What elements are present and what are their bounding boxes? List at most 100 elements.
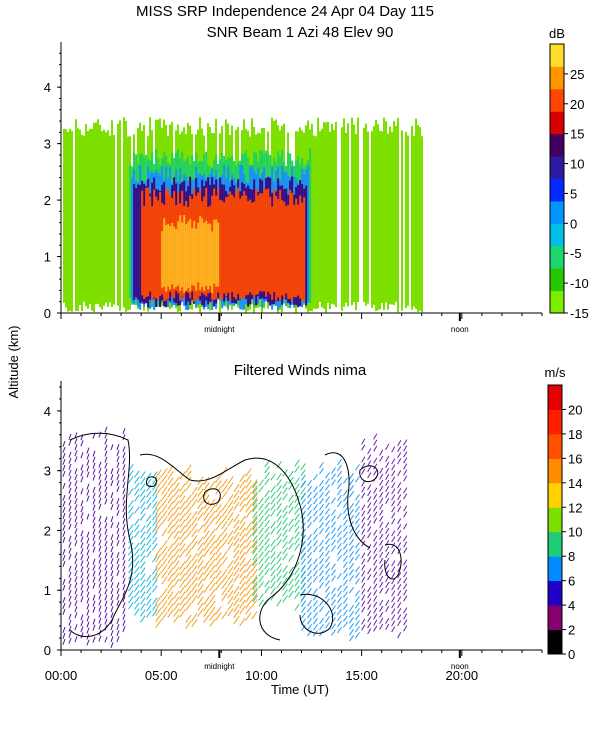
wind-barb — [68, 535, 72, 542]
wind-barb — [373, 517, 378, 524]
wind-barb — [122, 464, 126, 471]
wind-barb — [191, 510, 198, 520]
wind-barb — [140, 483, 146, 491]
wind-barb — [197, 488, 204, 497]
colorbar-swatch — [548, 580, 562, 606]
wind-barb — [110, 546, 114, 553]
wind-barb — [209, 606, 216, 616]
wind-barb — [282, 583, 288, 591]
wind-barb — [215, 570, 222, 579]
wind-barb — [288, 476, 294, 484]
wind-barb — [140, 567, 146, 575]
wind-barb — [349, 629, 354, 636]
wind-barb — [203, 482, 210, 491]
wind-barb — [245, 558, 252, 567]
wind-barb — [227, 500, 234, 509]
wind-barb — [282, 505, 288, 513]
wind-barb — [379, 557, 384, 564]
wind-barb — [294, 465, 300, 473]
wind-barb — [361, 558, 366, 565]
wind-barb — [134, 482, 140, 490]
wind-barb — [227, 608, 234, 617]
wind-barb — [245, 474, 252, 483]
snr-cell--10 — [383, 117, 385, 310]
wind-barb — [68, 451, 72, 458]
wind-barb — [62, 440, 66, 447]
wind-barb — [403, 463, 408, 470]
wind-barb — [245, 492, 252, 501]
wind-barb — [403, 439, 408, 446]
snr-cell-15 — [285, 205, 288, 294]
wind-barb — [116, 534, 120, 541]
wind-barb — [179, 489, 186, 498]
wind-barb — [379, 533, 384, 540]
wind-barb — [221, 466, 228, 476]
wind-barb — [252, 534, 258, 543]
wind-barb — [319, 563, 324, 571]
wind-barb — [104, 546, 108, 553]
wind-barb — [122, 506, 126, 513]
wind-barb — [239, 521, 246, 531]
wind-barb — [155, 595, 162, 604]
snr-cell-20 — [163, 218, 166, 287]
wind-barb — [403, 559, 408, 566]
winds-day-markers: midnight noon — [204, 650, 469, 671]
snr-cell--10 — [329, 131, 331, 310]
wind-barb — [331, 623, 336, 630]
wind-barb — [191, 594, 198, 604]
wind-barb — [161, 486, 168, 495]
wind-barb — [391, 512, 396, 519]
wind-barb — [367, 586, 372, 593]
wind-barb — [179, 507, 186, 516]
wind-barb — [209, 594, 216, 604]
wind-barb — [258, 539, 264, 547]
wind-barb — [325, 508, 330, 515]
wind-barb — [367, 592, 372, 599]
wind-barb — [239, 551, 246, 561]
wind-barb — [116, 444, 120, 451]
colorbar-frame — [547, 384, 563, 655]
snr-cell-15 — [159, 191, 162, 297]
wind-barb — [385, 485, 390, 492]
wind-barb — [191, 612, 198, 622]
wind-barb — [98, 611, 102, 618]
wind-barb — [391, 596, 396, 603]
wind-barb — [355, 554, 360, 561]
wind-barb — [62, 560, 66, 567]
wind-barb — [301, 564, 306, 571]
wind-barb — [397, 602, 402, 609]
wind-barb — [233, 615, 240, 625]
snr-cell-20 — [213, 219, 216, 284]
wind-barb — [385, 605, 390, 612]
wind-barb — [239, 605, 246, 615]
colorbar-tick-label: -5 — [570, 246, 582, 261]
wind-barb — [397, 536, 402, 543]
wind-barb — [355, 578, 360, 585]
snr-cell-10 — [305, 185, 308, 306]
wind-barb — [92, 624, 96, 631]
wind-barb — [403, 523, 408, 530]
wind-barb — [185, 590, 192, 599]
day-marker-label: midnight — [204, 662, 235, 671]
wind-barb — [337, 542, 342, 550]
snr-cell-15 — [283, 201, 286, 299]
wind-barb — [391, 578, 396, 585]
snr-cell-15 — [279, 189, 282, 302]
snr-cell-20 — [199, 215, 202, 291]
wind-barb — [221, 478, 228, 488]
wind-barb — [270, 575, 276, 583]
wind-barb — [251, 485, 258, 494]
snr-cell-10 — [133, 184, 136, 300]
wind-barb — [319, 605, 324, 613]
y-tick-label: 3 — [44, 464, 51, 479]
wind-barb — [215, 534, 222, 543]
wind-barb — [167, 471, 174, 480]
wind-barb — [361, 492, 366, 499]
wind-barb — [185, 578, 192, 587]
snr-cell-20 — [167, 223, 170, 287]
wind-barb — [74, 498, 78, 505]
wind-barb — [74, 486, 78, 493]
wind-barb — [197, 500, 204, 509]
wind-barb — [68, 571, 72, 578]
wind-barb — [161, 504, 168, 513]
